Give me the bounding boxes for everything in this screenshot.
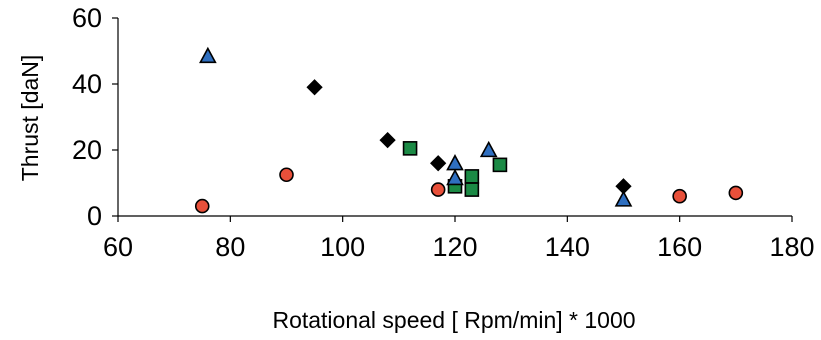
circle-marker — [672, 188, 687, 204]
circle-marker — [194, 198, 210, 214]
circle-marker — [430, 182, 446, 197]
x-axis-ticks: 60 80 100 120 140 160 180 — [103, 216, 815, 262]
square-marker — [464, 182, 480, 197]
x-tick-label: 180 — [769, 232, 814, 262]
y-tick-label: 60 — [72, 3, 102, 33]
triangle-marker — [199, 46, 217, 64]
circle-marker — [728, 185, 744, 201]
x-tick-label: 160 — [657, 232, 702, 262]
x-tick-label: 100 — [320, 232, 365, 262]
y-tick-label: 40 — [72, 69, 102, 99]
square-marker — [402, 141, 418, 156]
square-marker — [492, 157, 508, 173]
diamond-marker — [430, 155, 447, 172]
diamond-marker — [306, 79, 323, 96]
triangle-marker — [479, 140, 498, 158]
y-axis-ticks: 0 20 40 60 — [72, 3, 118, 231]
x-tick-label: 60 — [103, 232, 133, 262]
y-axis-title: Thrust [daN] — [17, 55, 43, 182]
x-tick-label: 80 — [215, 232, 245, 262]
y-tick-label: 0 — [87, 201, 102, 231]
triangle-marker — [446, 168, 464, 186]
circle-marker — [279, 167, 294, 183]
x-tick-label: 120 — [432, 232, 477, 262]
plot-area: 0 20 40 60 60 80 100 120 140 160 180 — [72, 3, 815, 262]
x-axis-title: Rotational speed [ Rpm/min] * 1000 — [272, 307, 635, 333]
diamond-marker — [379, 131, 396, 149]
triangle-marker — [614, 190, 633, 207]
y-tick-label: 20 — [72, 135, 102, 165]
data-markers — [194, 46, 744, 214]
square-marker — [464, 169, 480, 184]
triangle-marker — [446, 154, 464, 171]
x-tick-label: 140 — [545, 232, 590, 262]
